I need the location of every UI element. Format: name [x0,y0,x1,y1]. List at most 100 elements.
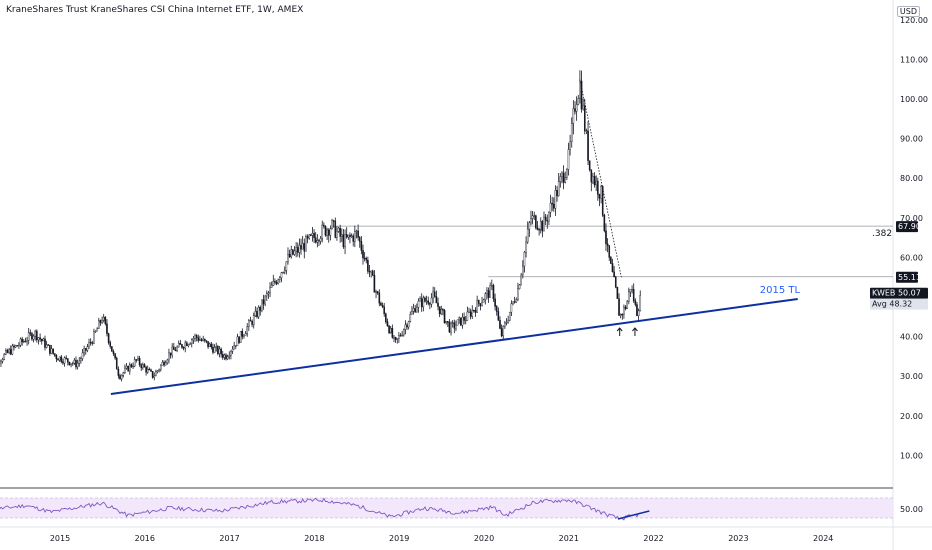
candle-body [432,291,434,299]
candle-body [416,307,418,313]
candle-body [80,358,82,362]
candle-body [98,320,100,329]
candle-body [451,322,454,324]
candle-body [244,333,247,336]
candle-body [241,330,244,337]
candle-body [34,330,37,337]
chart-drawings[interactable]: 2015 TL [110,79,801,396]
candle-body [512,301,514,304]
candle-body [280,272,283,279]
candle-body [200,339,203,341]
candle-body [523,252,526,267]
currency-label[interactable]: USD [896,6,920,17]
candle-body [310,234,312,236]
candle-body [385,313,387,322]
candle-body [212,346,214,353]
candle-body [425,300,428,302]
candle-body [308,234,310,239]
candle-body [277,279,279,284]
candle-body [205,340,208,342]
candle-body [168,352,170,361]
candle-body [279,277,281,280]
candle-body [580,80,583,110]
candle-body [383,306,385,315]
candle-body [618,298,620,316]
candle-body [505,322,508,324]
candle-body [36,330,38,341]
candle-body [386,321,389,327]
candle-body [623,306,625,315]
candle-body [399,335,402,337]
candle-body [566,169,568,178]
candle-body [357,230,359,238]
candle-body [559,176,562,182]
candle-body [282,271,284,274]
candle-body [210,343,213,348]
candle-body [142,364,144,369]
candle-body [407,321,410,328]
candle-body [218,348,221,354]
candle-body [603,215,606,231]
price-tick-label: 60.00 [900,253,923,262]
time-axis[interactable]: 2015 2016 2017 2018 2019 2020 2021 2022 2023 2024 [50,534,834,543]
candle-body [68,361,71,366]
candle-body [75,359,77,368]
candle-body [629,289,632,293]
candle-body [231,348,234,352]
candle-body [494,298,496,307]
candle-body [394,337,397,340]
candle-body [482,299,485,303]
candle-body [579,80,581,99]
candle-body [522,265,524,276]
candle-body [252,315,255,325]
candle-body [262,299,265,305]
candle-body [381,305,384,308]
candle-body [217,346,219,354]
time-tick-label: 2016 [135,534,155,543]
candle-body [391,327,394,338]
candle-body [71,363,74,365]
candle-body [120,374,123,380]
candle-body [344,234,346,248]
candle-body [194,335,196,339]
candle-body [543,216,545,232]
candle-body [507,320,509,323]
candle-body [53,353,56,356]
candle-body [396,338,399,340]
candle-body [275,282,278,284]
rsi-band [0,498,893,518]
candle-body [598,194,601,199]
candle-body [318,240,320,242]
candlestick-series [0,70,642,382]
candle-body [345,234,348,238]
candle-body [544,216,547,221]
candle-body [169,352,172,356]
candle-body [427,300,430,304]
candle-body [177,342,180,348]
candle-body [251,320,253,325]
time-tick-label: 2018 [304,534,324,543]
candle-body [220,348,222,355]
candle-body [311,233,314,236]
candle-body [27,332,30,341]
candle-body [239,330,242,343]
candle-body [63,357,66,364]
candle-body [365,258,368,261]
candle-body [492,285,495,300]
candle-body [145,366,147,373]
price-tick-label: 120.00 [900,16,928,25]
candle-body [520,274,522,286]
candle-body [350,235,353,237]
candle-body [70,363,72,366]
price-axis[interactable]: 10.0020.0030.0040.0050.0060.0070.0080.00… [870,16,928,461]
price-tick-label: 30.00 [900,372,923,381]
candle-body [340,234,343,237]
candle-body [575,104,578,112]
candle-body [127,365,129,372]
candle-body [296,247,299,253]
candle-body [518,284,521,289]
candle-body [362,250,364,259]
